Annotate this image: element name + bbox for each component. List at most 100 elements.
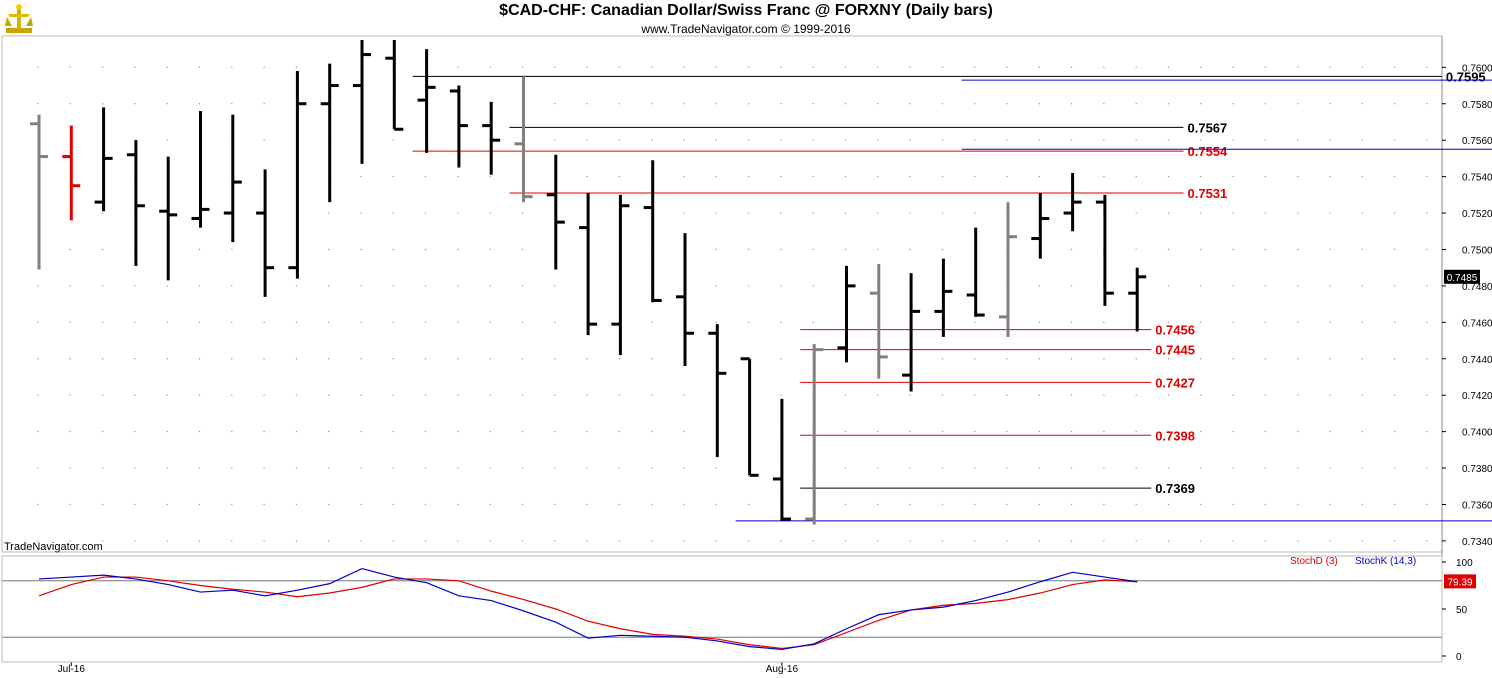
- ohlc-bar: [159, 156, 178, 281]
- grid-dot: [651, 321, 653, 324]
- grid-dot: [37, 394, 39, 396]
- grid-dot: [1167, 394, 1170, 396]
- grid-dot: [1200, 248, 1202, 251]
- grid-dot: [1329, 358, 1331, 360]
- level-label-0.7456: 0.7456: [1155, 323, 1195, 338]
- stoch-k-legend: StochK (14,3): [1355, 556, 1417, 567]
- grid-dot: [424, 467, 427, 469]
- grid-dot: [37, 103, 39, 105]
- grid-dot: [1006, 139, 1008, 141]
- grid-dot: [198, 467, 201, 469]
- grid-dot: [1393, 467, 1396, 469]
- grid-dot: [1426, 175, 1428, 178]
- grid-dot: [1038, 540, 1041, 542]
- grid-dot: [231, 540, 233, 542]
- grid-dot: [1264, 103, 1267, 105]
- grid-dot: [166, 321, 168, 324]
- grid-dot: [877, 175, 879, 178]
- grid-dot: [328, 430, 330, 433]
- price-tick-label: 0.7500: [1462, 245, 1492, 256]
- grid-dot: [1200, 285, 1202, 287]
- ohlc-bar: [62, 125, 81, 221]
- grid-dot: [1167, 358, 1170, 360]
- grid-dot: [457, 467, 459, 469]
- grid-dot: [392, 321, 394, 324]
- grid-dot: [1070, 285, 1073, 287]
- grid-dot: [1070, 66, 1073, 69]
- grid-dot: [1361, 394, 1364, 396]
- grid-dot: [1070, 358, 1073, 360]
- grid-dot: [1070, 394, 1073, 396]
- grid-dot: [651, 66, 653, 69]
- grid-dot: [554, 321, 556, 324]
- grid-dot: [877, 139, 879, 141]
- grid-dot: [1103, 321, 1105, 324]
- grid-dot: [1103, 503, 1105, 506]
- grid-dot: [1038, 394, 1041, 396]
- price-tick-label: 0.7540: [1462, 173, 1492, 184]
- grid-dot: [521, 285, 524, 287]
- grid-dot: [683, 394, 685, 396]
- grid-dot: [877, 540, 879, 542]
- grid-dot: [69, 248, 72, 251]
- grid-dot: [1264, 66, 1267, 69]
- grid-dot: [877, 394, 879, 396]
- grid-dot: [586, 175, 588, 178]
- grid-dot: [715, 285, 717, 287]
- grid-dot: [489, 503, 491, 506]
- grid-dot: [747, 103, 750, 105]
- grid-dot: [909, 175, 911, 178]
- grid-dot: [1297, 540, 1299, 542]
- grid-dot: [166, 103, 168, 105]
- grid-dot: [812, 175, 814, 178]
- grid-dot: [715, 321, 717, 324]
- grid-dot: [101, 430, 104, 433]
- price-tick-label: 0.7340: [1462, 537, 1492, 548]
- grid-dot: [554, 503, 556, 506]
- grid-dot: [1393, 285, 1396, 287]
- grid-dot: [521, 503, 524, 506]
- grid-dot: [231, 430, 233, 433]
- grid-dot: [101, 248, 104, 251]
- level-label-0.7445: 0.7445: [1155, 343, 1195, 358]
- grid-dot: [101, 503, 104, 506]
- grid-dot: [1264, 139, 1267, 141]
- ohlc-bar: [482, 101, 501, 175]
- grid-dot: [909, 66, 911, 69]
- grid-dot: [909, 139, 911, 141]
- grid-dot: [618, 103, 621, 105]
- grid-dot: [715, 175, 717, 178]
- grid-dot: [812, 321, 814, 324]
- grid-dot: [1426, 285, 1428, 287]
- grid-dot: [166, 139, 168, 141]
- grid-dot: [1361, 103, 1364, 105]
- grid-dot: [877, 467, 879, 469]
- grid-dot: [1135, 175, 1137, 178]
- ohlc-bar: [966, 227, 985, 317]
- grid-dot: [328, 285, 330, 287]
- ohlc-bar: [126, 140, 145, 266]
- grid-dot: [263, 103, 265, 105]
- ohlc-bar: [999, 202, 1017, 337]
- grid-dot: [1329, 139, 1331, 141]
- grid-dot: [651, 103, 653, 105]
- grid-dot: [844, 139, 847, 141]
- grid-dot: [489, 358, 491, 360]
- grid-dot: [1135, 358, 1137, 360]
- grid-dot: [877, 503, 879, 506]
- grid-dot: [586, 467, 588, 469]
- grid-dot: [392, 175, 394, 178]
- grid-dot: [1070, 321, 1073, 324]
- grid-dot: [1264, 212, 1267, 214]
- grid-dot: [166, 285, 168, 287]
- grid-dot: [1393, 175, 1396, 178]
- grid-dot: [844, 103, 847, 105]
- grid-dot: [392, 285, 394, 287]
- grid-dot: [941, 467, 944, 469]
- grid-dot: [1361, 175, 1364, 178]
- grid-dot: [295, 540, 298, 542]
- grid-dot: [1297, 175, 1299, 178]
- grid-dot: [1038, 321, 1041, 324]
- price-tick-label: 0.7380: [1462, 464, 1492, 475]
- grid-dot: [1264, 430, 1267, 433]
